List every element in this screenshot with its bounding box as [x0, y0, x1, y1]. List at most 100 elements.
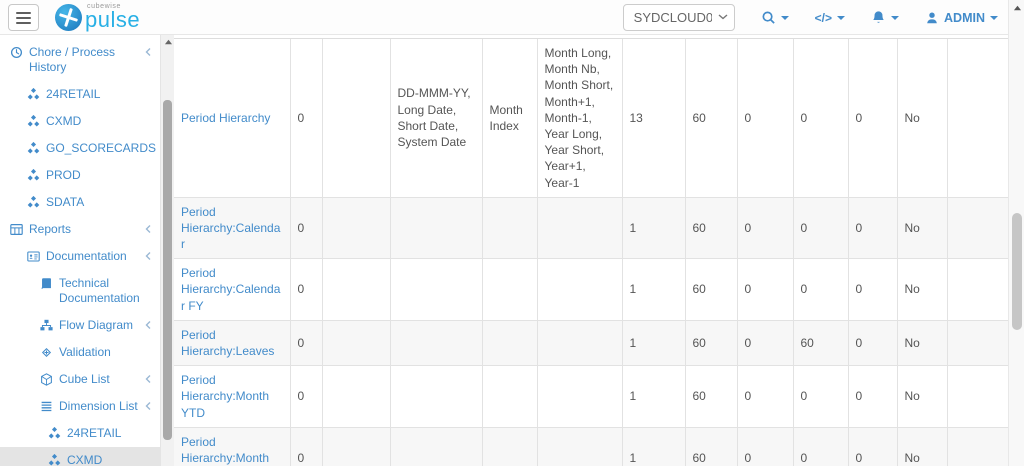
- table-cell: [946, 258, 1008, 321]
- table-cell: 0: [289, 427, 323, 466]
- sidebar-item-flow-diagram[interactable]: Flow Diagram: [0, 312, 160, 339]
- hierarchy-link[interactable]: Period Hierarchy:Leaves: [181, 327, 275, 358]
- sidebar-scrollbar-thumb[interactable]: [163, 100, 172, 440]
- table-cell: 0: [736, 427, 794, 466]
- table-cell: [536, 365, 623, 428]
- sidebar-item-label: Technical Documentation: [59, 276, 140, 305]
- scroll-up-icon[interactable]: [164, 38, 173, 46]
- cubes-icon: [27, 88, 40, 101]
- cubes-icon: [27, 169, 40, 182]
- table-cell: [481, 320, 538, 367]
- hierarchy-name-cell: Period Hierarchy:Leaves: [174, 320, 291, 367]
- hierarchy-name-cell: Period Hierarchy:Month YTD: [174, 365, 291, 428]
- sidebar-item-validation[interactable]: Validation: [0, 339, 160, 366]
- sidebar-item-label: 24RETAIL: [67, 426, 122, 440]
- table-cell: [321, 320, 391, 367]
- sidebar-item-cxmd[interactable]: CXMD: [0, 108, 160, 135]
- sidebar-item-cube-list[interactable]: Cube List: [0, 366, 160, 393]
- caret-down-icon: [837, 15, 846, 20]
- caret-down-icon: [891, 15, 900, 20]
- table-cell: 60: [684, 258, 738, 321]
- table-icon: [10, 223, 23, 236]
- table-cell: DD-MMM-YY, Long Date, Short Date, System…: [389, 39, 483, 198]
- search-menu[interactable]: [761, 10, 789, 25]
- sidebar-item-label: Dimension List: [59, 399, 138, 413]
- table-cell: 0: [792, 258, 849, 321]
- table-cell: 0: [289, 197, 323, 260]
- table-cell: 0: [792, 197, 849, 260]
- page-scrollbar-thumb[interactable]: [1012, 213, 1022, 330]
- sidebar-item-reports[interactable]: Reports: [0, 216, 160, 243]
- cubes-icon: [48, 454, 61, 466]
- table-cell: [389, 320, 483, 367]
- table-cell: [946, 365, 1008, 428]
- sidebar-item-prod[interactable]: PROD: [0, 162, 160, 189]
- server-select-wrap: SYDCLOUD01: [622, 4, 735, 31]
- table-cell: 0: [289, 39, 323, 198]
- sidebar-item-technical-documentation[interactable]: Technical Documentation: [0, 270, 160, 312]
- id-card-icon: [27, 250, 40, 263]
- code-icon: </>: [814, 10, 833, 25]
- validation-icon: [40, 346, 53, 359]
- cubes-icon: [27, 196, 40, 209]
- table-row: Period Hierarchy:Calendar FY 0 1 60 0 0 …: [174, 258, 1008, 321]
- brand-pulse-label: pulse: [85, 7, 141, 32]
- sidebar-item-label: Flow Diagram: [59, 318, 134, 332]
- cubes-icon: [27, 142, 40, 155]
- scroll-up-icon[interactable]: [1013, 4, 1022, 12]
- sidebar-item-label: Chore / Process History: [29, 45, 116, 74]
- bell-icon: [871, 10, 886, 25]
- table-cell: [946, 427, 1008, 466]
- sidebar-scrollbar[interactable]: [160, 35, 174, 466]
- hierarchy-link[interactable]: Period Hierarchy: [181, 110, 271, 125]
- table-cell: 0: [847, 258, 898, 321]
- table-cell: [321, 427, 391, 466]
- admin-user-menu[interactable]: ADMIN: [925, 11, 998, 25]
- table-cell: No: [896, 365, 948, 428]
- chevron-left-icon: [144, 401, 152, 411]
- sidebar-item-24retail[interactable]: 24RETAIL: [0, 81, 160, 108]
- table-cell: 60: [684, 197, 738, 260]
- book-icon: [40, 277, 53, 290]
- table-cell: 60: [792, 320, 849, 367]
- sidebar-item-go-scorecards[interactable]: GO_SCORECARDS: [0, 135, 160, 162]
- chevron-left-icon: [144, 320, 152, 330]
- sidebar-item-label: PROD: [46, 168, 81, 182]
- sidebar-item-dimension-list[interactable]: Dimension List: [0, 393, 160, 420]
- chevron-left-icon: [144, 224, 152, 234]
- table-cell: 1: [621, 320, 686, 367]
- hierarchy-link[interactable]: Period Hierarchy:Month YTG: [181, 434, 270, 465]
- table-row: Period Hierarchy:Leaves 0 1 60 0 60 0 No: [174, 320, 1008, 367]
- chevron-left-icon: [144, 47, 152, 57]
- sidebar-item-sdata[interactable]: SDATA: [0, 189, 160, 216]
- code-menu[interactable]: </>: [814, 10, 846, 25]
- page-scrollbar[interactable]: [1008, 0, 1024, 466]
- table-cell: 0: [847, 197, 898, 260]
- hierarchy-link[interactable]: Period Hierarchy:Month YTD: [181, 373, 270, 420]
- hierarchy-link[interactable]: Period Hierarchy:Calendar: [181, 204, 281, 252]
- hierarchy-link[interactable]: Period Hierarchy:Calendar FY: [181, 266, 281, 313]
- hierarchy-name-cell: Period Hierarchy:Calendar: [174, 197, 291, 260]
- sidebar-item-label: Reports: [29, 222, 72, 236]
- search-icon: [761, 10, 776, 25]
- cubes-icon: [27, 115, 40, 128]
- sidebar-toggle-button[interactable]: [8, 4, 39, 31]
- sidebar-item-dimension-cxmd[interactable]: CXMD: [0, 447, 160, 466]
- chevron-left-icon: [144, 251, 152, 261]
- sidebar-item-documentation[interactable]: Documentation: [0, 243, 160, 270]
- table-cell: [389, 365, 483, 428]
- notifications-menu[interactable]: [871, 10, 900, 25]
- table-cell: No: [896, 320, 948, 367]
- table-cell: No: [896, 39, 948, 198]
- dimension-table-panel: Period Hierarchy 0 DD-MMM-YY, Long Date,…: [174, 35, 1008, 466]
- sidebar-item-chore-process-history[interactable]: Chore / Process History: [0, 39, 160, 81]
- table-cell: [389, 427, 483, 466]
- user-icon: [925, 11, 939, 25]
- table-cell: 0: [736, 365, 794, 428]
- server-select[interactable]: SYDCLOUD01: [622, 4, 735, 31]
- list-icon: [40, 400, 53, 413]
- sidebar-item-dimension-24retail[interactable]: 24RETAIL: [0, 420, 160, 447]
- dimension-hierarchy-table: Period Hierarchy 0 DD-MMM-YY, Long Date,…: [174, 39, 1008, 466]
- table-cell: 13: [621, 39, 686, 198]
